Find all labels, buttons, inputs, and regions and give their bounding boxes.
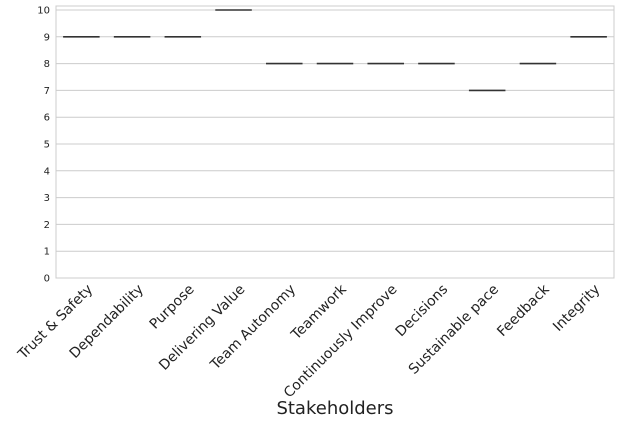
y-tick-label: 6 [44, 113, 50, 124]
y-tick-label: 3 [44, 193, 50, 204]
y-tick-label: 0 [44, 274, 50, 285]
y-tick-label: 5 [44, 140, 50, 151]
x-tick-label: Purpose [147, 282, 198, 333]
x-tick-label: Sustainable pace [406, 282, 502, 378]
y-tick-label: 10 [37, 6, 50, 17]
x-axis-label: Stakeholders [276, 398, 393, 419]
y-tick-label: 8 [44, 59, 50, 70]
y-tick-label: 2 [44, 220, 50, 231]
y-tick-label: 1 [44, 247, 50, 258]
y-axis-ticks: 0 1 2 3 4 5 6 7 8 9 10 [37, 6, 50, 285]
y-tick-label: 7 [44, 86, 50, 97]
grid-lines [56, 9, 614, 279]
data-marks [63, 9, 607, 92]
x-tick-label: Team Autonomy [207, 282, 299, 374]
x-tick-label: Integrity [550, 282, 603, 335]
x-tick-label: Delivering Value [156, 282, 248, 374]
y-tick-label: 9 [44, 32, 50, 43]
plot-frame [55, 5, 615, 279]
x-tick-label: Feedback [494, 281, 553, 340]
y-tick-label: 4 [44, 166, 50, 177]
